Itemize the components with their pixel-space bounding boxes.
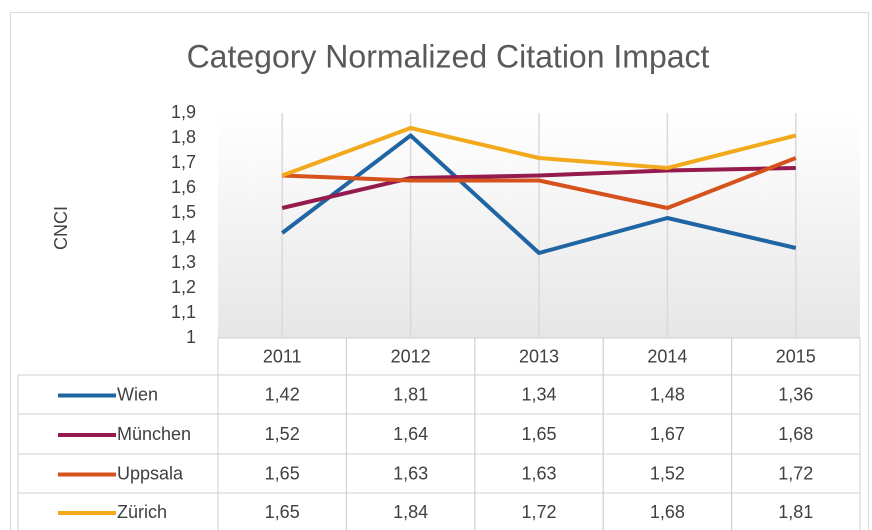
y-tick-label: 1,5 <box>171 202 196 222</box>
table-value: 1,84 <box>393 502 428 522</box>
table-value: 1,63 <box>393 463 428 483</box>
y-tick-label: 1,6 <box>171 177 196 197</box>
table-value: 1,67 <box>650 424 685 444</box>
y-tick-label: 1,2 <box>171 277 196 297</box>
y-tick-label: 1 <box>186 327 196 347</box>
legend-label: Zürich <box>117 502 167 522</box>
table-value: 1,65 <box>521 424 556 444</box>
table-value: 1,68 <box>650 502 685 522</box>
y-tick-label: 1,4 <box>171 227 196 247</box>
y-tick-label: 1,3 <box>171 252 196 272</box>
table-value: 1,63 <box>521 463 556 483</box>
series-line <box>282 156 797 210</box>
x-tick-label: 2015 <box>776 346 816 366</box>
x-tick-label: 2014 <box>647 346 687 366</box>
table-value: 1,72 <box>521 502 556 522</box>
x-tick-label: 2011 <box>263 346 302 366</box>
table-value: 1,52 <box>265 424 300 444</box>
chart-title: Category Normalized Citation Impact <box>187 38 710 74</box>
table-value: 1,65 <box>265 463 300 483</box>
y-axis-label: CNCI <box>51 206 71 250</box>
table-value: 1,34 <box>521 384 556 404</box>
y-tick-label: 1,9 <box>171 102 196 122</box>
legend-label: Uppsala <box>117 463 184 483</box>
y-tick-label: 1,7 <box>171 152 196 172</box>
x-tick-label: 2012 <box>391 346 431 366</box>
table-value: 1,72 <box>778 463 813 483</box>
table-value: 1,65 <box>265 502 300 522</box>
y-tick-label: 1,8 <box>171 127 196 147</box>
series-line <box>281 166 796 210</box>
table-value: 1,48 <box>650 384 685 404</box>
table-value: 1,64 <box>393 424 428 444</box>
series-line <box>280 133 797 255</box>
legend-label: Wien <box>117 384 158 404</box>
table-value: 1,81 <box>778 502 813 522</box>
table-value: 1,42 <box>265 384 300 404</box>
table-cell <box>731 492 861 530</box>
table-value: 1,36 <box>778 384 813 404</box>
legend-label: München <box>117 424 191 444</box>
y-tick-label: 1,1 <box>171 302 196 322</box>
x-tick-label: 2013 <box>519 346 559 366</box>
series-line <box>281 126 797 178</box>
table-value: 1,81 <box>393 384 428 404</box>
table-value: 1,68 <box>778 424 813 444</box>
table-value: 1,52 <box>650 463 685 483</box>
